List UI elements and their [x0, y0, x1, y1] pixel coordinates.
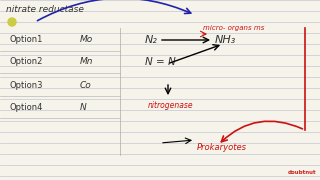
Text: N = N: N = N: [145, 57, 176, 67]
Text: N₂: N₂: [145, 35, 158, 45]
Circle shape: [8, 18, 16, 26]
Text: Prokaryotes: Prokaryotes: [197, 143, 247, 152]
Text: Option3: Option3: [10, 80, 44, 89]
Text: Option2: Option2: [10, 57, 44, 66]
Text: Option1: Option1: [10, 35, 44, 44]
Text: nitrogenase: nitrogenase: [148, 102, 194, 111]
Text: Option4: Option4: [10, 102, 44, 111]
Text: Mo: Mo: [80, 35, 93, 44]
Text: nitrate reductase: nitrate reductase: [6, 6, 84, 15]
Text: N: N: [80, 102, 87, 111]
Text: Mn: Mn: [80, 57, 93, 66]
Text: micro- organs ms: micro- organs ms: [203, 25, 264, 31]
Text: Co: Co: [80, 80, 92, 89]
Text: doubtnut: doubtnut: [287, 170, 316, 175]
Text: NH₃: NH₃: [215, 35, 236, 45]
